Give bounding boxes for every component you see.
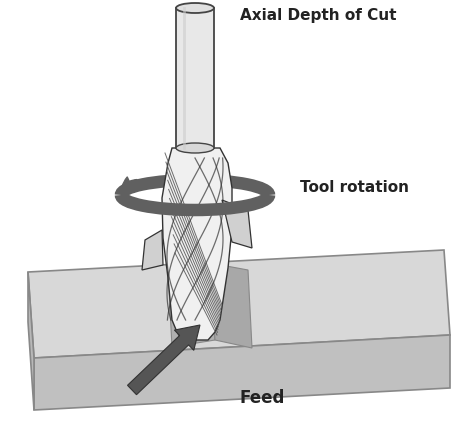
Text: Tool rotation: Tool rotation bbox=[300, 181, 409, 195]
Polygon shape bbox=[222, 200, 252, 248]
FancyArrow shape bbox=[128, 325, 200, 395]
Polygon shape bbox=[34, 335, 450, 410]
Polygon shape bbox=[142, 230, 163, 270]
Polygon shape bbox=[28, 272, 34, 410]
Bar bbox=[176, 8, 214, 148]
Polygon shape bbox=[162, 148, 232, 340]
Ellipse shape bbox=[176, 143, 214, 153]
Polygon shape bbox=[28, 250, 450, 358]
Ellipse shape bbox=[176, 3, 214, 13]
Polygon shape bbox=[168, 263, 215, 347]
Polygon shape bbox=[210, 263, 252, 348]
Text: Feed: Feed bbox=[240, 389, 285, 407]
FancyArrowPatch shape bbox=[122, 177, 137, 196]
Text: Axial Depth of Cut: Axial Depth of Cut bbox=[240, 8, 396, 23]
